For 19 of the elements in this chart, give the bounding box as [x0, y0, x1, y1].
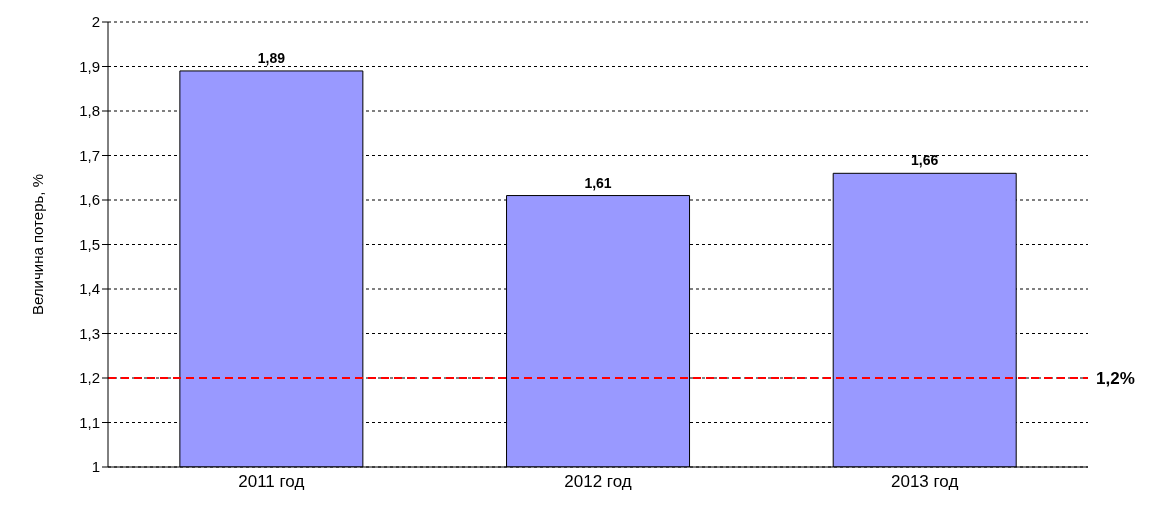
x-tick-label: 2012 год	[564, 472, 632, 492]
y-tick-label: 1,2	[79, 369, 100, 387]
data-label: 1,66	[911, 152, 939, 169]
x-tick-label: 2011 год	[238, 472, 305, 492]
y-tick-label: 1,6	[79, 191, 100, 209]
ref-line-label: 1,2%	[1096, 369, 1135, 389]
y-tick-label: 1,3	[79, 324, 100, 342]
y-tick-label: 1,5	[79, 235, 100, 253]
y-tick-label: 1,8	[79, 102, 100, 120]
x-tick-label: 2013 год	[890, 472, 959, 492]
data-label: 1,61	[584, 174, 612, 191]
y-tick-label: 1,4	[79, 280, 100, 298]
y-tick-label: 1,1	[79, 413, 100, 431]
y-tick-label: 1	[91, 458, 100, 476]
y-tick-label: 1,9	[79, 57, 100, 75]
y-tick-label: 2	[91, 13, 100, 31]
data-label: 1,89	[257, 49, 286, 66]
y-axis-title: Величина потерь, %	[29, 174, 47, 315]
y-tick-label: 1,7	[79, 146, 100, 164]
